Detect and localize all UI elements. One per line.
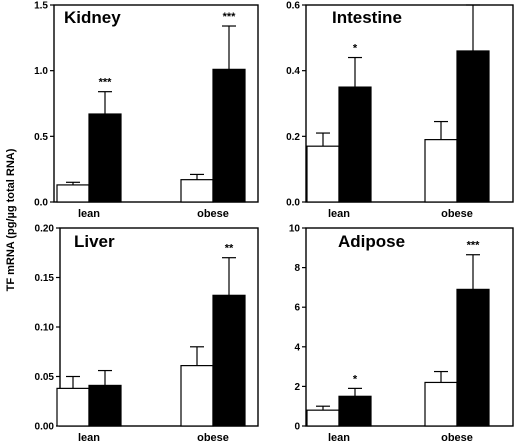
bar: [89, 385, 121, 426]
bar: [339, 396, 371, 426]
y-tick-label: 1.0: [34, 66, 48, 77]
category-label: obese: [197, 432, 229, 441]
y-tick-label: 2: [294, 382, 300, 393]
y-tick-label: 0.0: [286, 198, 300, 209]
panel-title: Kidney: [64, 8, 121, 27]
category-label: obese: [441, 432, 473, 441]
y-tick-label: 1.5: [34, 1, 48, 12]
category-label: lean: [328, 208, 350, 220]
panel-title: Adipose: [338, 232, 405, 251]
y-tick-label: 0.00: [35, 422, 55, 433]
bar: [213, 295, 245, 426]
bar: [213, 69, 245, 202]
intestine-panel: Intestine 0.0 0.2 0.4 0.6 * lean * obese: [286, 0, 513, 220]
y-tick-label: 8: [294, 263, 300, 274]
panel-title: Intestine: [332, 8, 402, 27]
y-tick-label: 6: [294, 303, 300, 314]
bar: [457, 289, 489, 426]
y-tick-label: 0.2: [286, 132, 300, 143]
category-label: lean: [328, 432, 350, 441]
bar: [181, 180, 213, 202]
bar: [181, 366, 213, 426]
category-label: lean: [78, 208, 100, 220]
y-tick-label: 0.5: [34, 132, 48, 143]
y-tick-label: 0.6: [286, 1, 300, 12]
significance-label: *: [353, 43, 358, 55]
kidney-panel: Kidney 0.0 0.5 1.0 1.5 *** lean *** obese: [34, 1, 258, 221]
bar: [89, 114, 121, 202]
significance-label: *: [353, 373, 358, 385]
y-tick-label: 0: [294, 422, 300, 433]
y-tick-label: 0.20: [35, 224, 55, 235]
category-label: obese: [197, 208, 229, 220]
y-tick-label: 0.10: [35, 323, 55, 334]
significance-label: *: [471, 0, 476, 2]
category-label: lean: [78, 432, 100, 441]
bar: [339, 87, 371, 202]
y-tick-label: 0.0: [34, 198, 48, 209]
significance-label: ***: [223, 11, 237, 23]
y-tick-label: 10: [289, 224, 301, 235]
y-axis-label: TF mRNA (pg/µg total RNA): [5, 148, 17, 291]
bar: [425, 382, 457, 426]
bar: [57, 185, 89, 202]
bar: [307, 146, 339, 202]
significance-label: ***: [99, 77, 113, 89]
bar: [57, 388, 89, 426]
y-tick-label: 4: [294, 342, 300, 353]
significance-label: ***: [467, 240, 481, 252]
y-tick-label: 0.4: [286, 66, 300, 77]
bar: [307, 410, 339, 426]
category-label: obese: [441, 208, 473, 220]
liver-panel: Liver 0.00 0.05 0.10 0.15 0.20 lean ** obese: [35, 224, 258, 441]
bar: [457, 51, 489, 202]
y-tick-label: 0.15: [35, 273, 55, 284]
bar: [425, 140, 457, 202]
significance-label: **: [225, 243, 234, 255]
y-tick-label: 0.05: [35, 372, 55, 383]
adipose-panel: Adipose 0 2 4 6 8 10 * lean *** obese: [289, 224, 513, 441]
panel-title: Liver: [74, 232, 115, 251]
